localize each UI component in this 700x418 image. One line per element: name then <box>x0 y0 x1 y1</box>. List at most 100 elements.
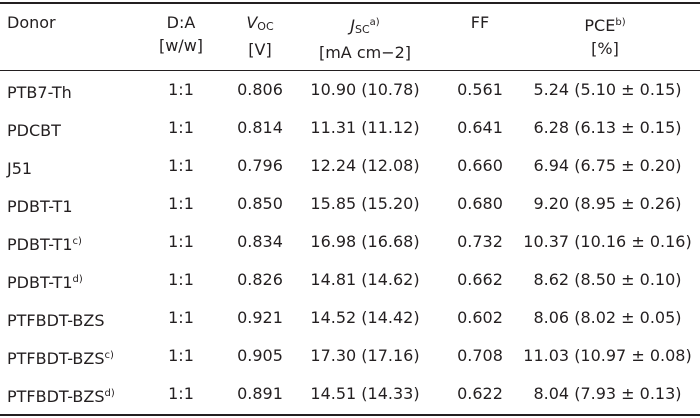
ff-cell: 0.660 <box>457 156 503 175</box>
voc-cell: 0.921 <box>237 308 283 327</box>
jsc-cell: 14.81 (14.62) <box>310 270 420 289</box>
voc-cell: 0.814 <box>237 118 283 137</box>
pce-cell: 9.20 (8.95 ± 0.26) <box>533 194 682 213</box>
table-row: PDBT-T1c) 1:1 0.834 16.98 (16.68) 0.732 10.37… <box>0 223 700 261</box>
header-jsc-footnote: a) <box>369 17 380 28</box>
donor-name: PTFBDT-BZS <box>7 387 105 406</box>
ff-cell: 0.708 <box>457 346 503 365</box>
da-cell: 1:1 <box>168 156 194 175</box>
donor-cell: PDBT-T1d) <box>7 261 83 302</box>
header-da-label: D:A <box>166 13 196 32</box>
da-cell: 1:1 <box>168 346 194 365</box>
da-cell: 1:1 <box>168 194 194 213</box>
ff-cell: 0.602 <box>457 308 503 327</box>
donor-footnote: d) <box>104 388 115 399</box>
pce-cell: 8.04 (7.93 ± 0.13) <box>533 384 682 403</box>
ff-cell: 0.680 <box>457 194 503 213</box>
jsc-cell: 15.85 (15.20) <box>310 194 420 213</box>
header-pce-unit: [%] <box>591 39 619 58</box>
voc-cell: 0.796 <box>237 156 283 175</box>
table-row: PTFBDT-BZSc) 1:1 0.905 17.30 (17.16) 0.708 11… <box>0 337 700 375</box>
table-row: PDCBT 1:1 0.814 11.31 (11.12) 0.641 6.28 (6.1… <box>0 109 700 147</box>
da-cell: 1:1 <box>168 384 194 403</box>
donor-cell: PDCBT <box>7 109 61 150</box>
voc-cell: 0.834 <box>237 232 283 251</box>
ff-cell: 0.641 <box>457 118 503 137</box>
header-voc: VOC [V] <box>230 11 290 61</box>
jsc-cell: 11.31 (11.12) <box>310 118 420 137</box>
ff-cell: 0.662 <box>457 270 503 289</box>
donor-footnote: d) <box>72 274 83 285</box>
table-row: PDBT-T1d) 1:1 0.826 14.81 (14.62) 0.662 8.62 … <box>0 261 700 299</box>
ff-cell: 0.622 <box>457 384 503 403</box>
header-voc-symbol: V <box>246 13 258 32</box>
pce-cell: 11.03 (10.97 ± 0.08) <box>523 346 692 365</box>
header-voc-label: VOC <box>230 11 290 38</box>
donor-cell: PDBT-T1c) <box>7 223 82 264</box>
header-da-unit: [w/w] <box>158 36 204 55</box>
donor-name: PDBT-T1 <box>7 273 73 292</box>
pce-cell: 8.62 (8.50 ± 0.10) <box>533 270 682 289</box>
da-cell: 1:1 <box>168 308 194 327</box>
bottom-rule <box>0 414 700 416</box>
voc-cell: 0.826 <box>237 270 283 289</box>
da-cell: 1:1 <box>168 270 194 289</box>
donor-name: J51 <box>7 159 33 178</box>
table-row: J51 1:1 0.796 12.24 (12.08) 0.660 6.94 (6.75 … <box>0 147 700 185</box>
jsc-cell: 10.90 (10.78) <box>310 80 420 99</box>
header-donor: Donor <box>7 11 56 34</box>
donor-name: PDCBT <box>7 121 61 140</box>
header-pce-footnote: b) <box>615 17 626 28</box>
da-cell: 1:1 <box>168 118 194 137</box>
pce-cell: 10.37 (10.16 ± 0.16) <box>523 232 692 251</box>
voc-cell: 0.891 <box>237 384 283 403</box>
da-cell: 1:1 <box>168 80 194 99</box>
donor-cell: J51 <box>7 147 32 188</box>
header-jsc-unit: [mA cm−2] <box>318 43 412 62</box>
voc-cell: 0.806 <box>237 80 283 99</box>
header-da-ratio: D:A [w/w] <box>146 11 216 57</box>
donor-name: PTFBDT-BZS <box>7 349 105 368</box>
header-voc-unit: [V] <box>248 40 272 59</box>
donor-cell: PTFBDT-BZSd) <box>7 375 115 416</box>
donor-name: PTB7-Th <box>7 83 72 102</box>
header-jsc-symbol: J <box>350 16 355 35</box>
donor-name: PTFBDT-BZS <box>7 311 105 330</box>
pce-cell: 5.24 (5.10 ± 0.15) <box>533 80 682 99</box>
donor-cell: PTB7-Th <box>7 71 72 112</box>
table-row: PTFBDT-BZSd) 1:1 0.891 14.51 (14.33) 0.622 8.… <box>0 375 700 413</box>
header-donor-label: Donor <box>7 13 56 32</box>
voc-cell: 0.850 <box>237 194 283 213</box>
header-ff: FF <box>452 11 508 34</box>
header-jsc-label: JSCa) <box>300 11 430 41</box>
header-pce: PCEb) [%] <box>530 11 680 60</box>
voc-cell: 0.905 <box>237 346 283 365</box>
table-row: PTB7-Th 1:1 0.806 10.90 (10.78) 0.561 5.24 (5… <box>0 71 700 109</box>
header-voc-subscript: OC <box>257 20 274 33</box>
header-rule <box>0 70 700 72</box>
table-row: PDBT-T1 1:1 0.850 15.85 (15.20) 0.680 9.20 (8… <box>0 185 700 223</box>
donor-cell: PTFBDT-BZSc) <box>7 337 114 378</box>
donor-footnote: c) <box>104 350 114 361</box>
donor-footnote: c) <box>72 236 82 247</box>
jsc-cell: 14.52 (14.42) <box>310 308 420 327</box>
pce-cell: 6.94 (6.75 ± 0.20) <box>533 156 682 175</box>
donor-cell: PTFBDT-BZS <box>7 299 105 340</box>
table-row: PTFBDT-BZS 1:1 0.921 14.52 (14.42) 0.602 8.06… <box>0 299 700 337</box>
ff-cell: 0.561 <box>457 80 503 99</box>
top-rule <box>0 2 700 4</box>
jsc-cell: 12.24 (12.08) <box>310 156 420 175</box>
ff-cell: 0.732 <box>457 232 503 251</box>
jsc-cell: 16.98 (16.68) <box>310 232 420 251</box>
jsc-cell: 14.51 (14.33) <box>310 384 420 403</box>
pce-cell: 6.28 (6.13 ± 0.15) <box>533 118 682 137</box>
header-pce-label: PCEb) <box>530 11 680 37</box>
header-jsc-subscript: SC <box>355 23 370 36</box>
pce-cell: 8.06 (8.02 ± 0.05) <box>533 308 682 327</box>
header-ff-label: FF <box>470 13 490 32</box>
donor-cell: PDBT-T1 <box>7 185 73 226</box>
donor-name: PDBT-T1 <box>7 197 73 216</box>
header-pce-symbol: PCE <box>584 16 616 35</box>
header-jsc: JSCa) [mA cm−2] <box>300 11 430 64</box>
